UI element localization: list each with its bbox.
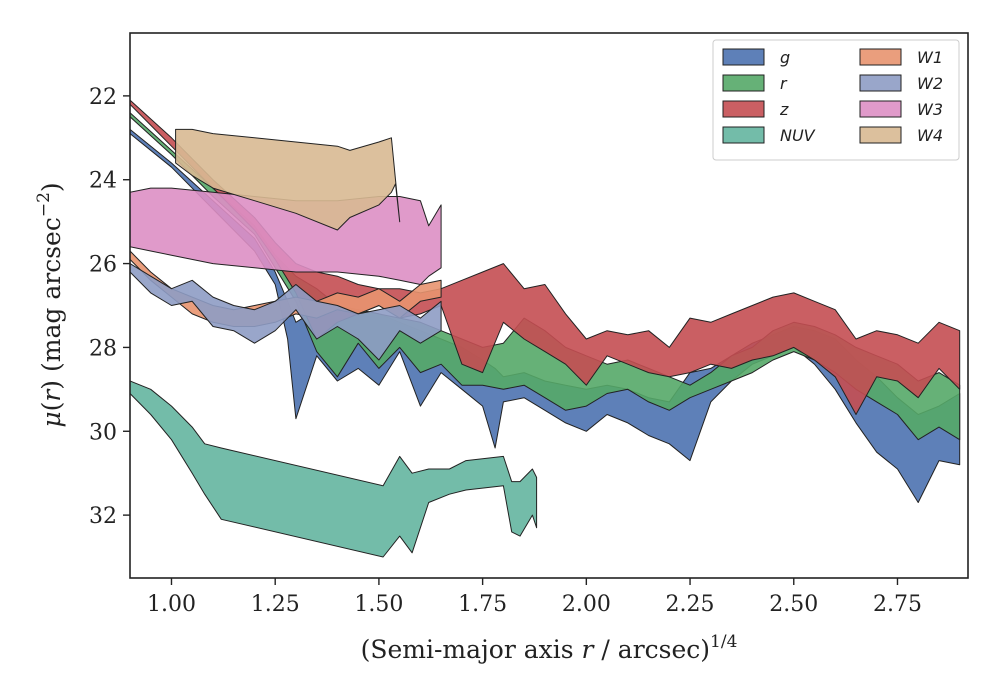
y-tick-label: 26 xyxy=(89,253,117,278)
y-axis-label-units: (mag arcsec xyxy=(37,217,66,380)
y-axis-label-end: ) xyxy=(37,182,66,192)
legend-swatch-w4 xyxy=(859,126,902,144)
legend-swatch-z xyxy=(722,100,765,118)
x-tick-label: 2.75 xyxy=(873,592,922,617)
x-axis-label-var: r xyxy=(582,635,596,664)
legend-label-w3: W3 xyxy=(917,100,943,119)
y-axis-label: μ(r) (mag arcsec−2) xyxy=(34,182,66,427)
legend-label-z: z xyxy=(779,100,789,119)
y-axis-label-close: ) xyxy=(37,380,66,390)
x-axis-ticks: 1.00 1.25 1.50 1.75 2.00 2.25 2.50 2.75 xyxy=(147,578,922,617)
y-axis-label-mu: μ xyxy=(37,411,66,427)
y-tick-label: 30 xyxy=(89,420,117,445)
x-axis-label-rest: / arcsec) xyxy=(593,635,710,664)
x-axis-label-sup: 1/4 xyxy=(710,632,737,652)
x-axis-label-main: (Semi-major axis xyxy=(361,635,582,664)
legend-items: grz NUV W1 W2 W3 W4 xyxy=(722,48,943,145)
legend-swatch-nuv xyxy=(722,126,765,144)
y-tick-label: 24 xyxy=(89,169,117,194)
legend-swatch-r xyxy=(722,74,765,92)
x-tick-label: 1.25 xyxy=(251,592,300,617)
data-bands xyxy=(130,99,961,558)
y-tick-label: 22 xyxy=(89,85,117,110)
legend-swatch-w3 xyxy=(859,100,902,118)
band-w2 xyxy=(130,263,442,361)
x-tick-label: 2.00 xyxy=(562,592,611,617)
x-tick-label: 1.75 xyxy=(458,592,507,617)
legend-swatch-g xyxy=(722,48,765,66)
y-axis-label-open: ( xyxy=(37,402,66,412)
legend-swatch-w1 xyxy=(859,48,902,66)
legend-label-w2: W2 xyxy=(917,74,943,93)
plot-frame xyxy=(129,32,969,579)
y-axis-ticks: 22 24 26 28 30 32 xyxy=(89,85,130,529)
legend-label-w1: W1 xyxy=(917,48,943,67)
x-axis-label: (Semi-major axis r / arcsec)1/4 xyxy=(361,632,738,664)
legend-label-w4: W4 xyxy=(917,126,943,145)
legend-label-nuv: NUV xyxy=(780,126,816,145)
band-nuv xyxy=(130,380,538,558)
y-tick-label: 28 xyxy=(89,336,117,361)
y-tick-label: 32 xyxy=(89,504,117,529)
x-tick-label: 2.50 xyxy=(769,592,818,617)
legend-label-g: g xyxy=(780,48,790,67)
legend-swatch-w2 xyxy=(859,74,902,92)
x-tick-label: 2.25 xyxy=(666,592,715,617)
band-w4 xyxy=(175,128,401,231)
y-axis-label-var: r xyxy=(37,388,66,402)
x-tick-label: 1.50 xyxy=(354,592,403,617)
x-tick-label: 1.00 xyxy=(147,592,196,617)
legend: grz NUV W1 W2 W3 W4 xyxy=(712,39,960,161)
y-axis-label-sup: −2 xyxy=(34,192,54,217)
legend-label-r: r xyxy=(780,74,788,93)
